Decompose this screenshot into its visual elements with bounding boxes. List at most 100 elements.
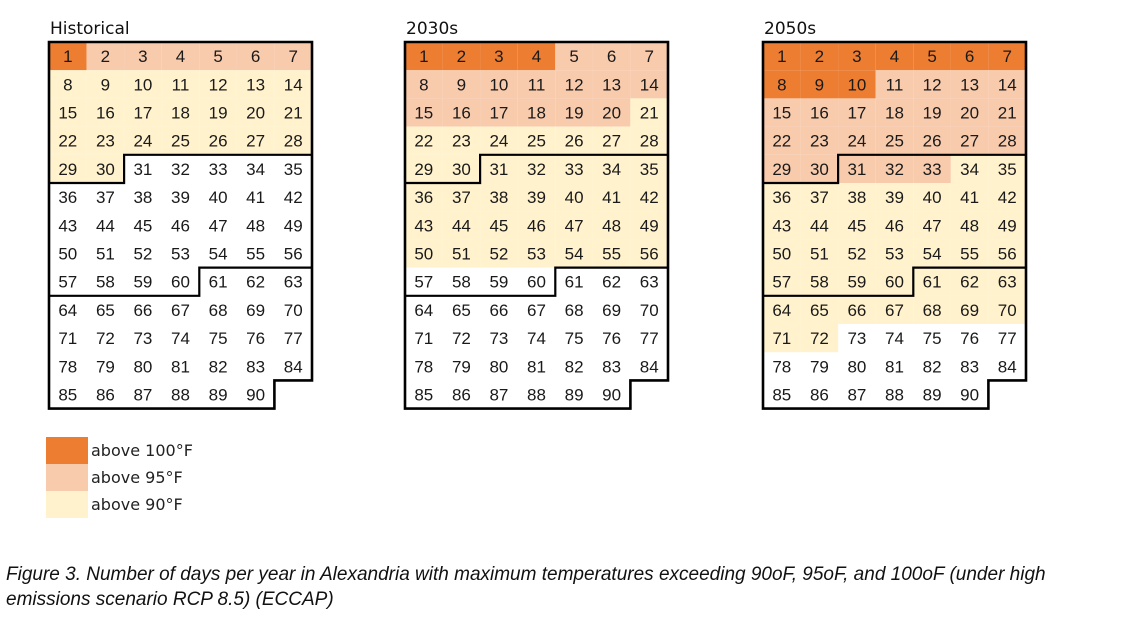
- day-number: 11: [528, 75, 546, 94]
- day-number: 82: [209, 357, 228, 376]
- day-cell: [592, 154, 631, 183]
- day-cell: [517, 126, 556, 155]
- day-number: 1: [777, 47, 786, 66]
- day-number: 16: [452, 104, 471, 123]
- day-number: 39: [527, 188, 546, 207]
- day-number: 57: [58, 273, 77, 292]
- day-number: 5: [213, 47, 222, 66]
- day-cell: [950, 154, 989, 183]
- day-cell: [442, 154, 481, 183]
- day-number: 85: [58, 386, 77, 405]
- day-cell: [875, 42, 914, 71]
- day-cell: [555, 42, 593, 71]
- day-cell: [630, 154, 668, 183]
- day-number: 81: [171, 357, 190, 376]
- calendar-outline: [403, 40, 670, 410]
- day-number: 83: [960, 357, 979, 376]
- day-cell: [763, 239, 801, 268]
- day-number: 57: [414, 273, 433, 292]
- day-number: 21: [284, 104, 303, 123]
- day-number: 58: [96, 273, 115, 292]
- legend-swatch: [46, 491, 88, 518]
- legend-label: above 95°F: [91, 468, 183, 487]
- day-number: 12: [209, 75, 228, 94]
- day-number: 14: [640, 75, 659, 94]
- day-number: 47: [565, 216, 584, 235]
- day-number: 90: [960, 386, 979, 405]
- day-cell: [49, 70, 87, 99]
- day-number: 24: [133, 132, 152, 151]
- day-number: 42: [998, 188, 1017, 207]
- day-cell: [630, 70, 668, 99]
- day-number: 58: [452, 273, 471, 292]
- day-number: 13: [246, 75, 265, 94]
- day-number: 61: [565, 273, 584, 292]
- day-number: 67: [527, 301, 546, 320]
- day-number: 78: [772, 357, 791, 376]
- day-cell: [442, 70, 481, 99]
- day-number: 31: [489, 160, 508, 179]
- day-cell: [124, 126, 162, 155]
- day-number: 51: [810, 245, 829, 264]
- day-number: 66: [847, 301, 866, 320]
- month-boundary: [49, 153, 312, 185]
- day-number: 56: [998, 245, 1017, 264]
- day-cell: [800, 295, 839, 324]
- day-number: 62: [602, 273, 621, 292]
- day-cell: [555, 211, 593, 240]
- day-number: 7: [1002, 47, 1011, 66]
- day-number: 87: [489, 386, 508, 405]
- day-number: 59: [133, 273, 152, 292]
- day-number: 56: [640, 245, 659, 264]
- day-number: 22: [772, 132, 791, 151]
- day-number: 39: [171, 188, 190, 207]
- day-cell: [124, 70, 162, 99]
- day-number: 56: [284, 245, 303, 264]
- day-number: 30: [96, 160, 115, 179]
- day-cell: [405, 126, 443, 155]
- day-number: 42: [284, 188, 303, 207]
- day-cell: [800, 42, 839, 71]
- day-cell: [950, 295, 989, 324]
- day-number: 45: [847, 216, 866, 235]
- day-cell: [517, 239, 556, 268]
- day-number: 4: [176, 47, 185, 66]
- day-number: 37: [452, 188, 471, 207]
- month-boundary: [405, 266, 668, 297]
- day-cell: [838, 211, 876, 240]
- day-cell: [405, 239, 443, 268]
- day-number: 25: [527, 132, 546, 151]
- day-number: 65: [810, 301, 829, 320]
- day-number: 28: [640, 132, 659, 151]
- day-number: 11: [886, 75, 904, 94]
- day-cell: [913, 267, 951, 296]
- legend-label: above 90°F: [91, 495, 183, 514]
- legend-item-90: above 90°F: [46, 491, 193, 518]
- day-number: 45: [489, 216, 508, 235]
- day-number: 19: [565, 104, 584, 123]
- day-cell: [763, 267, 801, 296]
- day-number: 40: [923, 188, 942, 207]
- day-number: 89: [565, 386, 584, 405]
- day-number: 3: [852, 47, 861, 66]
- day-number: 18: [171, 104, 190, 123]
- day-number: 29: [414, 160, 433, 179]
- day-number: 34: [246, 160, 265, 179]
- day-cell: [875, 295, 914, 324]
- day-number: 7: [644, 47, 653, 66]
- day-number: 72: [452, 329, 471, 348]
- day-cell: [800, 324, 839, 353]
- day-number: 49: [640, 216, 659, 235]
- day-number: 73: [847, 329, 866, 348]
- day-cell: [517, 211, 556, 240]
- day-cell: [592, 211, 631, 240]
- day-cell: [592, 126, 631, 155]
- day-number: 4: [890, 47, 899, 66]
- day-number: 21: [640, 104, 659, 123]
- day-number: 75: [923, 329, 942, 348]
- day-cell: [480, 70, 518, 99]
- day-cell: [838, 295, 876, 324]
- day-number: 46: [527, 216, 546, 235]
- day-number: 35: [284, 160, 303, 179]
- day-number: 45: [133, 216, 152, 235]
